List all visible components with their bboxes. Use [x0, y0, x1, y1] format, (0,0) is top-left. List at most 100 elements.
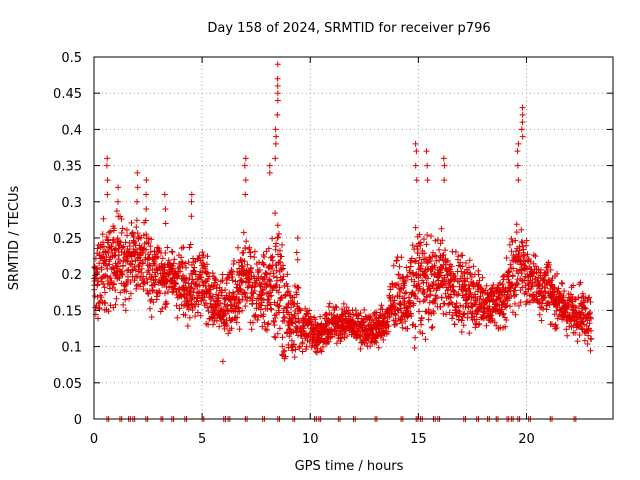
data-point: [410, 300, 417, 307]
data-point: [444, 257, 451, 264]
data-point: [443, 311, 450, 318]
data-point: [103, 262, 110, 269]
data-point: [239, 307, 246, 314]
data-point: [111, 269, 118, 276]
data-point: [444, 271, 451, 278]
data-point: [522, 258, 529, 265]
data-point: [264, 321, 271, 328]
data-point: [240, 249, 247, 256]
data-point: [271, 333, 278, 340]
data-point: [325, 303, 332, 310]
data-point: [440, 251, 447, 258]
data-point: [418, 314, 425, 321]
data-point: [519, 119, 526, 126]
data-point: [162, 206, 169, 213]
data-point: [268, 254, 275, 261]
data-point: [174, 314, 181, 321]
data-point: [136, 261, 143, 268]
data-point: [162, 290, 169, 297]
data-point: [113, 207, 120, 214]
data-point: [404, 273, 411, 280]
data-point: [143, 206, 150, 213]
data-point: [530, 292, 537, 299]
data-point: [127, 290, 134, 297]
data-point: [179, 259, 186, 266]
data-point: [466, 257, 473, 264]
data-point: [516, 247, 523, 254]
data-point: [438, 225, 445, 232]
data-point: [194, 256, 201, 263]
x-tick-label: 15: [410, 432, 427, 447]
data-point: [182, 312, 189, 319]
data-point: [586, 309, 593, 316]
data-point: [408, 259, 415, 266]
data-point: [524, 251, 531, 258]
data-point: [331, 326, 338, 333]
x-tick-label: 20: [518, 432, 535, 447]
data-point: [272, 155, 279, 162]
data-point: [585, 332, 592, 339]
data-point: [432, 264, 438, 271]
data-point: [174, 273, 181, 280]
data-point: [106, 261, 113, 268]
data-point: [242, 303, 249, 310]
data-point: [103, 162, 110, 169]
data-point: [247, 253, 254, 260]
data-point: [242, 155, 249, 162]
data-point: [133, 282, 140, 289]
data-point: [424, 260, 431, 267]
data-point: [332, 303, 339, 310]
data-point: [343, 304, 350, 311]
data-point: [414, 250, 421, 257]
data-point: [199, 254, 206, 261]
data-point: [151, 258, 158, 265]
data-point: [476, 295, 483, 302]
data-point: [411, 258, 418, 265]
data-point: [101, 289, 108, 296]
data-point: [476, 320, 483, 327]
data-point: [586, 294, 593, 301]
data-point: [123, 226, 130, 233]
data-point: [293, 291, 300, 298]
data-point: [355, 318, 362, 325]
data-point: [159, 255, 166, 262]
data-point: [455, 253, 462, 260]
data-point: [266, 169, 273, 176]
data-point: [278, 294, 285, 301]
data-point: [411, 278, 418, 285]
data-point: [101, 284, 108, 291]
data-point: [147, 298, 154, 305]
data-point: [426, 299, 433, 306]
data-point: [170, 266, 177, 273]
data-point: [508, 235, 515, 242]
data-point: [190, 255, 197, 262]
data-point: [462, 303, 469, 310]
data-point: [229, 271, 236, 278]
data-point: [326, 300, 333, 307]
data-point: [126, 243, 133, 250]
y-tick-label: 0.45: [53, 87, 82, 102]
data-point: [581, 337, 588, 344]
data-point: [412, 257, 419, 264]
data-point: [224, 322, 231, 329]
data-point: [423, 241, 430, 248]
data-point: [237, 286, 244, 293]
data-point: [198, 274, 205, 281]
data-point: [102, 272, 109, 279]
data-point: [499, 281, 506, 288]
data-point: [113, 295, 120, 302]
data-point: [282, 353, 289, 360]
data-point: [302, 346, 309, 353]
data-point: [199, 249, 206, 256]
data-point: [189, 276, 196, 283]
data-point: [560, 293, 567, 300]
data-point: [496, 280, 503, 287]
data-point: [507, 303, 514, 310]
data-point: [391, 297, 398, 304]
data-point: [177, 268, 184, 275]
data-point: [278, 253, 285, 260]
data-point: [333, 304, 340, 311]
data-point: [401, 290, 408, 297]
data-point: [493, 322, 500, 329]
data-point: [276, 284, 283, 291]
